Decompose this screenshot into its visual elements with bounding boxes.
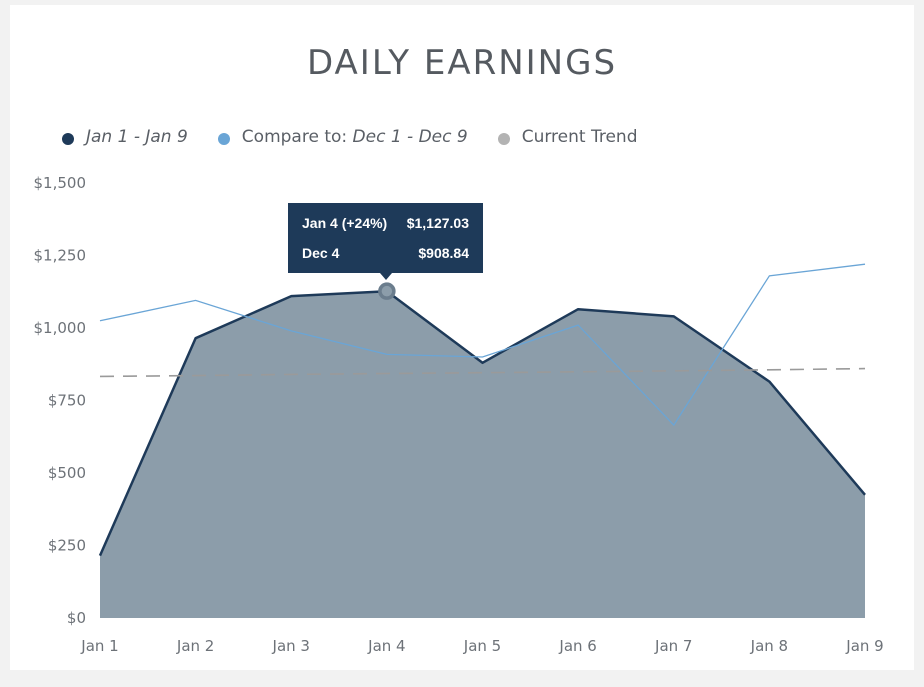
tooltip-value-compare: $908.84	[418, 245, 469, 261]
x-tick-label: Jan 3	[272, 637, 310, 655]
legend-dot-compare	[217, 133, 230, 145]
series-line-trend	[99, 367, 866, 378]
tooltip-label-current: Jan 4 (+24%)	[302, 215, 388, 231]
tooltip-arrow	[380, 273, 392, 280]
legend-prefix-compare: Compare to:	[241, 127, 348, 147]
chart-title: DAILY EARNINGS	[306, 43, 618, 83]
legend-label-compare: Dec 1 - Dec 9	[352, 127, 468, 147]
y-tick-label: $1,250	[34, 247, 87, 265]
y-tick-label: $250	[48, 537, 86, 555]
y-tick-label: $500	[48, 464, 86, 482]
legend-item-compare[interactable]: Compare to: Dec 1 - Dec 9	[217, 127, 468, 147]
y-tick-label: $0	[67, 609, 86, 627]
tooltip-row-current: Jan 4 (+24%) $1,127.03	[302, 215, 469, 231]
legend-label-trend: Current Trend	[521, 127, 638, 147]
chart-card: DAILY EARNINGS Jan 1 - Jan 9 Compare to:…	[10, 5, 914, 670]
tooltip-label-compare: Dec 4	[302, 245, 340, 261]
legend-item-trend[interactable]: Current Trend	[497, 127, 638, 147]
x-tick-label: Jan 9	[845, 637, 883, 655]
area-fill-current	[100, 291, 865, 618]
y-tick-label: $750	[48, 392, 86, 410]
legend-dot-trend	[497, 133, 510, 145]
legend-label-current: Jan 1 - Jan 9	[86, 127, 188, 147]
highlight-marker	[378, 282, 396, 300]
plot-area: $0 $250 $500 $750 $1,000 $1,250 $1,500 Jan 1 Jan…	[34, 174, 884, 655]
x-tick-label: Jan 7	[654, 637, 692, 655]
x-tick-label: Jan 1	[80, 637, 118, 655]
legend-dot-current	[62, 133, 74, 145]
tooltip-row-compare: Dec 4 $908.84	[302, 245, 469, 261]
tooltip: Jan 4 (+24%) $1,127.03 Dec 4 $908.84	[288, 203, 483, 273]
tooltip-value-current: $1,127.03	[406, 215, 469, 231]
x-tick-label: Jan 6	[558, 637, 596, 655]
x-tick-label: Jan 8	[750, 637, 788, 655]
x-tick-label: Jan 4	[367, 637, 405, 655]
x-tick-label: Jan 5	[463, 637, 501, 655]
legend: Jan 1 - Jan 9 Compare to: Dec 1 - Dec 9 …	[62, 125, 667, 149]
y-tick-label: $1,500	[34, 174, 87, 192]
y-tick-label: $1,000	[34, 319, 87, 337]
legend-item-current[interactable]: Jan 1 - Jan 9	[62, 127, 188, 147]
x-tick-label: Jan 2	[176, 637, 214, 655]
